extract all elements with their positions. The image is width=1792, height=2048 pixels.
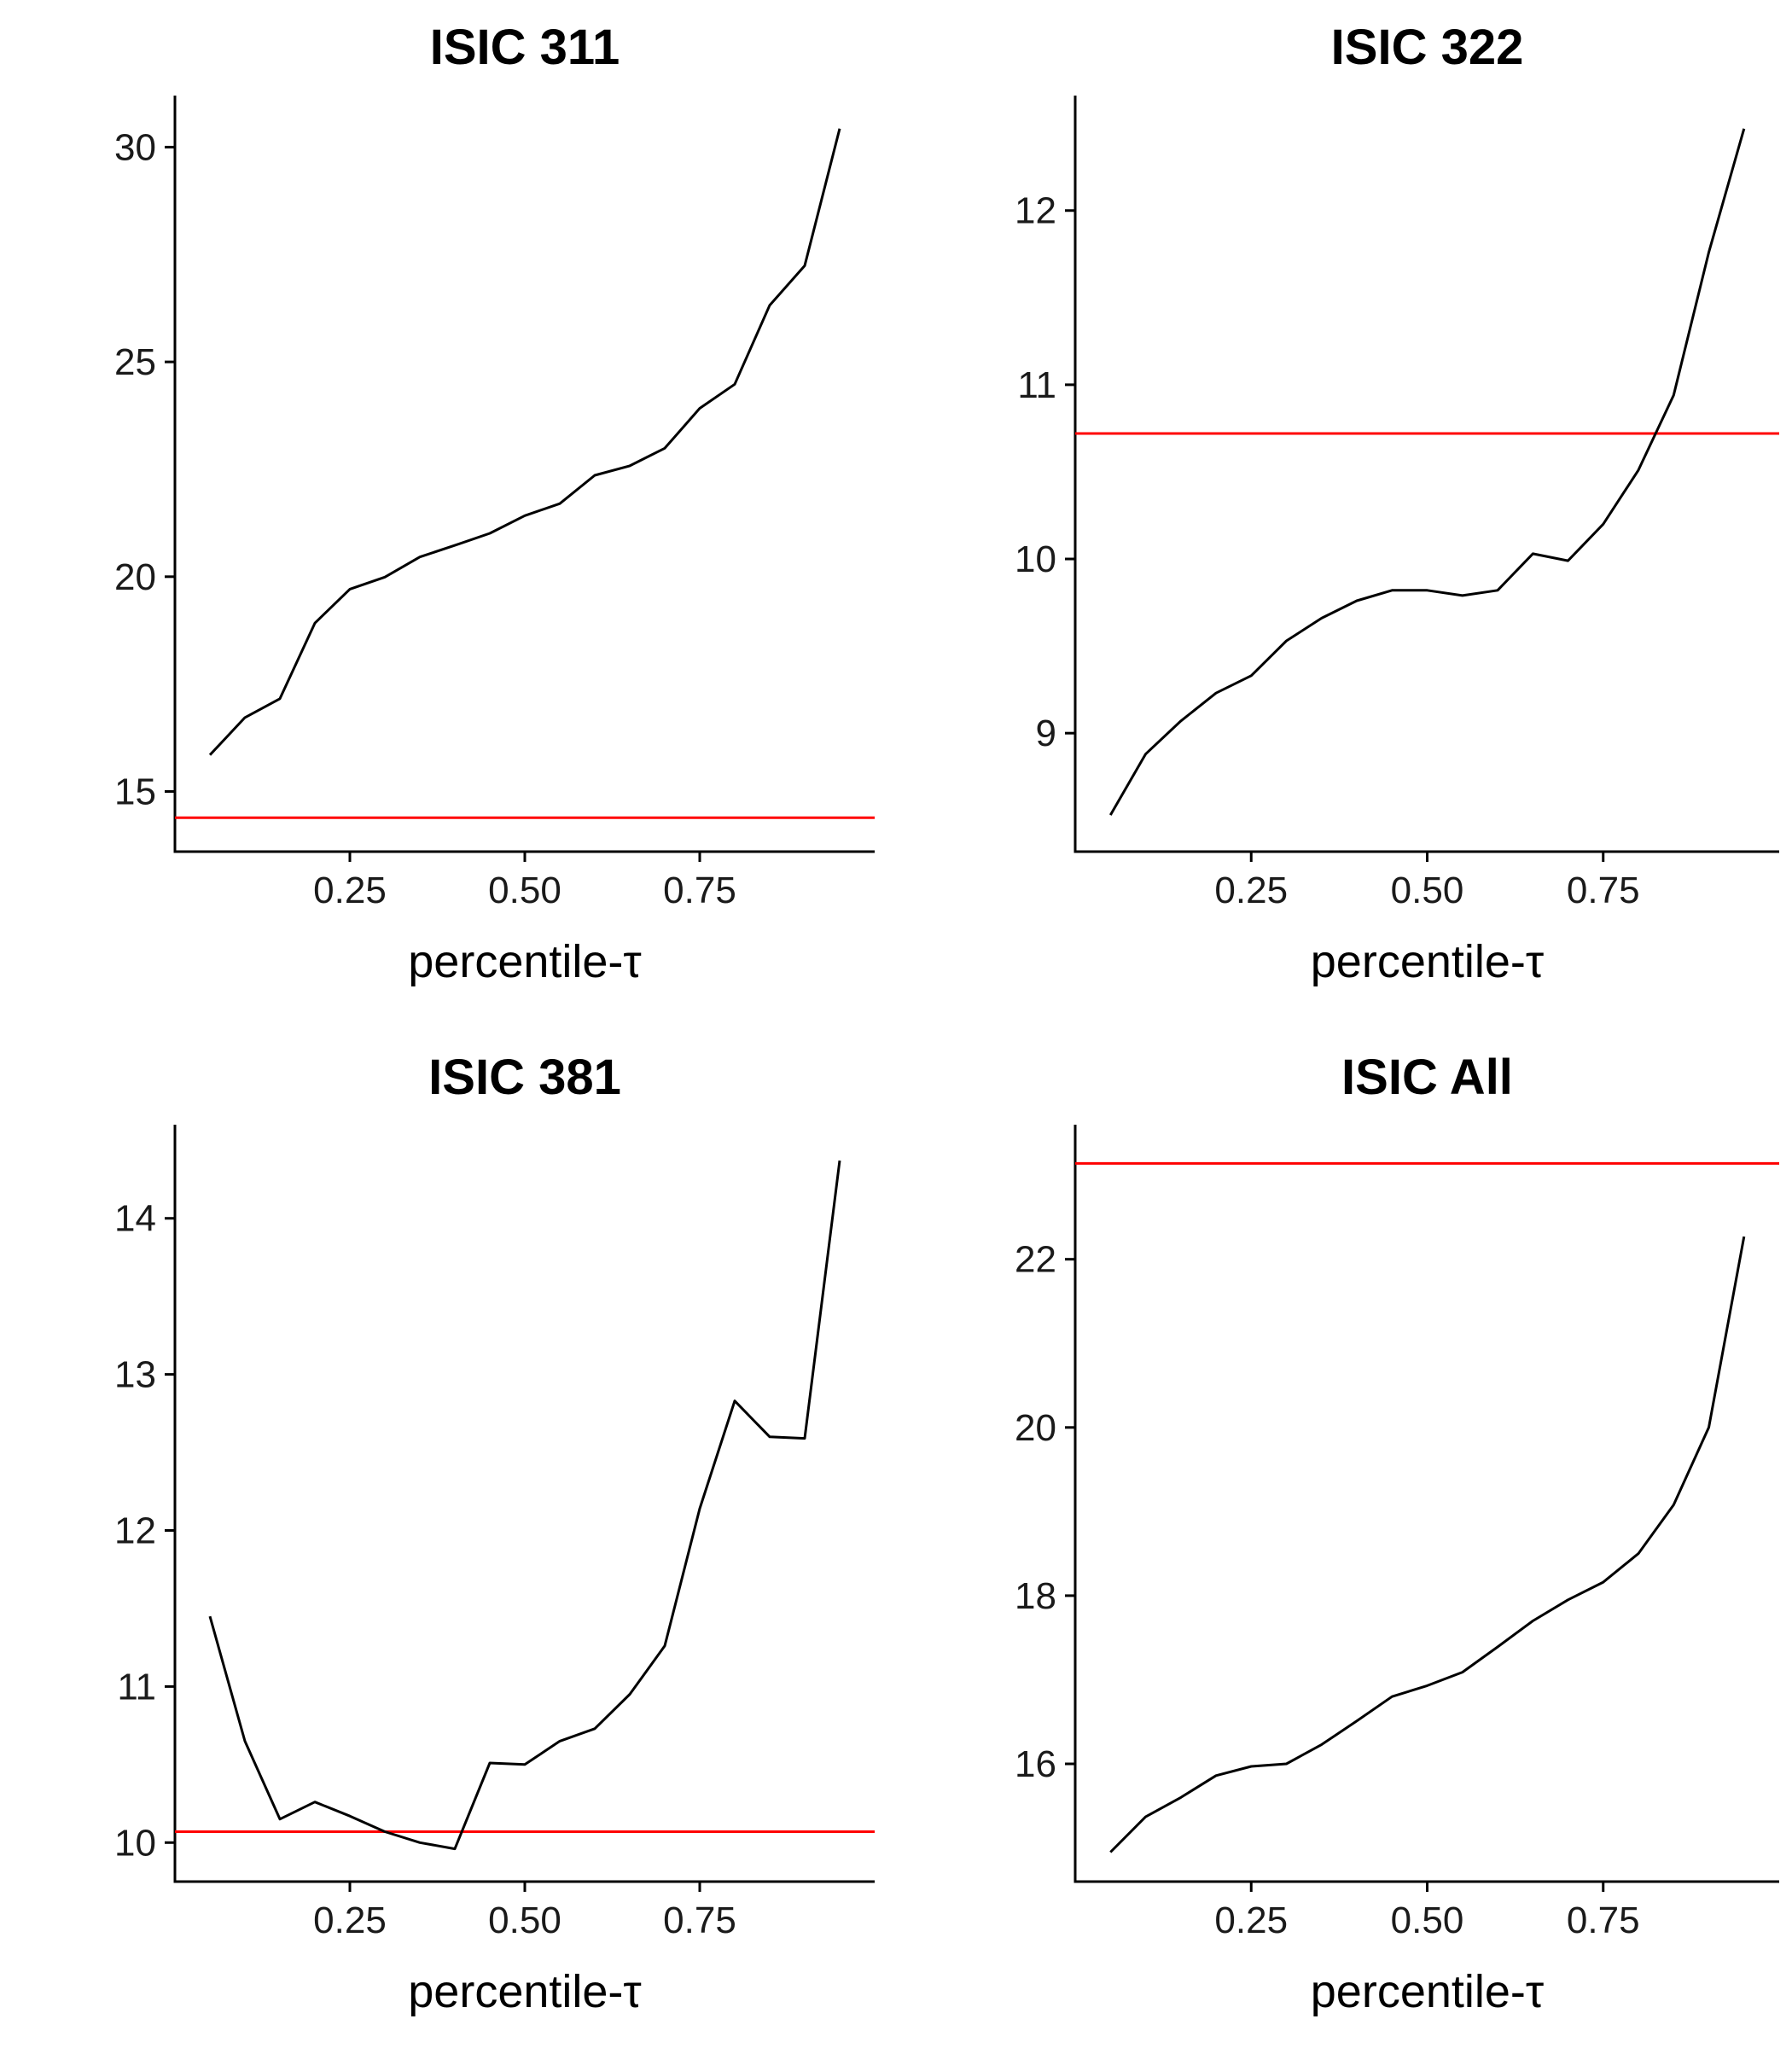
x-tick-label: 0.25 (1214, 1900, 1288, 1941)
panel-4: ISIC All 16 18 20 22 0.25 0.50 0.75 percentile-τ (1015, 1050, 1779, 2017)
panel-1: ISIC 311 15 20 25 30 0.25 0.50 0.75 percentile-τ (114, 20, 875, 987)
y-tick-label: 30 (114, 126, 156, 168)
y-tick-label: 25 (114, 341, 156, 383)
x-tick-label: 0.75 (663, 870, 736, 911)
y-tick-label: 15 (114, 771, 156, 813)
panel-title: ISIC 381 (428, 1050, 621, 1105)
panel-title: ISIC 322 (1331, 20, 1524, 75)
y-tick-label: 18 (1015, 1575, 1056, 1617)
y-tick-label: 11 (117, 1666, 156, 1708)
y-tick-label: 12 (1015, 190, 1056, 232)
x-tick-label: 0.75 (1567, 870, 1640, 911)
series-line (208, 1160, 841, 1851)
series-line (1109, 128, 1746, 816)
x-tick-label: 0.50 (488, 870, 561, 911)
x-tick-label: 0.50 (1391, 870, 1464, 911)
y-tick-label: 22 (1015, 1239, 1056, 1281)
y-tick-label: 11 (1017, 364, 1056, 406)
y-tick-label: 13 (114, 1354, 156, 1396)
y-tick-label: 12 (114, 1510, 156, 1552)
x-axis-title: percentile-τ (408, 1966, 641, 2017)
series-line (1109, 1236, 1746, 1853)
series-line (208, 128, 841, 756)
x-tick-label: 0.25 (1214, 870, 1288, 911)
x-tick-label: 0.25 (313, 1900, 387, 1941)
panel-3: ISIC 381 10 11 12 13 14 0.25 0.50 0.75 percentile… (114, 1050, 875, 2017)
panel-title: ISIC All (1341, 1050, 1513, 1105)
x-axis-title: percentile-τ (1311, 1966, 1544, 2017)
y-tick-label: 16 (1015, 1743, 1056, 1785)
x-tick-label: 0.50 (1391, 1900, 1464, 1941)
y-tick-label: 20 (114, 556, 156, 598)
x-tick-label: 0.25 (313, 870, 387, 911)
panel-title: ISIC 311 (430, 20, 620, 75)
x-axis-title: percentile-τ (408, 936, 641, 987)
y-tick-label: 14 (114, 1198, 156, 1240)
x-tick-label: 0.75 (1567, 1900, 1640, 1941)
y-tick-label: 20 (1015, 1407, 1056, 1449)
x-tick-label: 0.75 (663, 1900, 736, 1941)
x-axis-title: percentile-τ (1311, 936, 1544, 987)
panel-2: ISIC 322 9 10 11 12 0.25 0.50 0.75 percentile-τ (1015, 20, 1779, 987)
y-tick-label: 9 (1036, 713, 1056, 754)
y-tick-label: 10 (114, 1822, 156, 1864)
y-tick-label: 10 (1015, 538, 1056, 580)
x-tick-label: 0.50 (488, 1900, 561, 1941)
